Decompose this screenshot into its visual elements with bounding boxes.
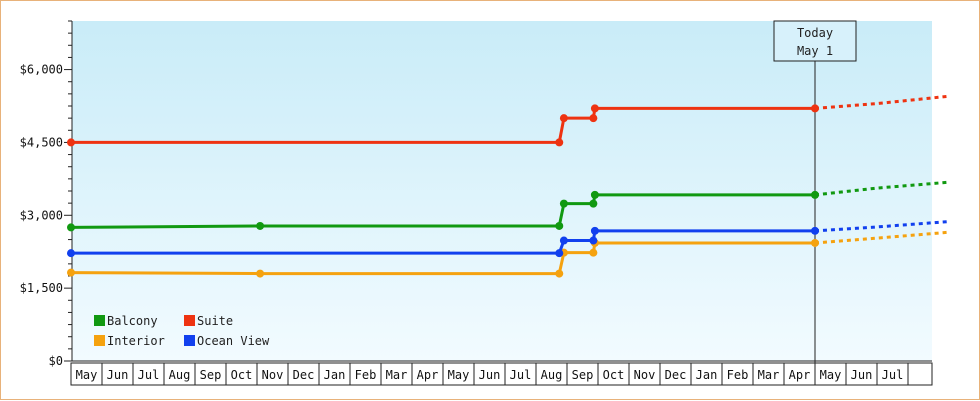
month-label: May (448, 368, 470, 382)
data-point-interior (67, 268, 75, 277)
data-point-balcony (590, 190, 599, 199)
month-label: Jul (882, 368, 904, 382)
data-point-suite (589, 114, 598, 123)
series-line-ocean-view (71, 229, 815, 255)
x-axis: May Jun Jul Aug Sep Oct Nov Dec Jan Feb Mar Apr May J… (70, 360, 933, 386)
data-point-balcony (589, 199, 598, 208)
month-label: Sep (572, 368, 594, 382)
today-box (773, 20, 857, 62)
legend-label-balcony: Balcony (107, 314, 158, 328)
data-point-balcony (559, 199, 568, 208)
legend-label-interior: Interior (107, 334, 165, 348)
data-point-interior (811, 238, 819, 247)
y-tick-label: $1,500 (20, 281, 63, 295)
month-label: Nov (634, 368, 656, 382)
month-label: Apr (417, 368, 439, 382)
month-label: Jul (510, 368, 532, 382)
data-point-suite (555, 138, 564, 147)
today-label: Today (797, 26, 833, 40)
series-layer (67, 94, 949, 278)
month-label: Feb (355, 368, 377, 382)
month-label: Aug (169, 368, 191, 382)
month-label: Jun (479, 368, 501, 382)
data-point-interior (256, 269, 265, 278)
month-label: Jan (696, 368, 718, 382)
data-point-ocean-view (559, 236, 568, 245)
y-tick-label: $0 (49, 354, 63, 368)
legend: Balcony Suite Interior Ocean View (94, 314, 270, 348)
month-label: Dec (665, 368, 687, 382)
data-point-balcony (811, 190, 819, 199)
month-label: Aug (541, 368, 563, 382)
month-label: Mar (758, 368, 780, 382)
legend-swatch-balcony (94, 315, 105, 326)
month-label: Oct (231, 368, 253, 382)
month-label: Mar (386, 368, 408, 382)
y-tick-label: $3,000 (20, 208, 63, 222)
y-tick-label: $4,500 (20, 135, 63, 149)
data-point-ocean-view (590, 226, 599, 235)
data-point-ocean-view (811, 226, 819, 235)
data-point-balcony (256, 221, 265, 230)
data-point-suite (67, 138, 75, 147)
data-point-balcony (555, 221, 564, 230)
data-point-suite (559, 114, 568, 123)
data-point-balcony (67, 223, 75, 232)
legend-swatch-suite (184, 315, 195, 326)
y-tick-label: $6,000 (20, 63, 63, 77)
data-point-interior (555, 269, 564, 278)
series-line-suite (71, 106, 815, 144)
legend-label-suite: Suite (197, 314, 233, 328)
data-point-ocean-view (555, 249, 564, 258)
month-label: May (820, 368, 842, 382)
today-marker: Today May 1 (773, 20, 857, 385)
data-point-interior (589, 248, 598, 257)
plot-background (72, 21, 932, 361)
month-label: Oct (603, 368, 625, 382)
data-point-suite (811, 104, 819, 113)
month-label: Jan (324, 368, 346, 382)
month-label: Apr (789, 368, 811, 382)
data-point-ocean-view (67, 249, 75, 258)
legend-swatch-ocean-view (184, 335, 195, 346)
today-date: May 1 (797, 44, 833, 58)
month-label: Sep (200, 368, 222, 382)
month-label: Nov (262, 368, 284, 382)
month-label: Dec (293, 368, 315, 382)
data-point-ocean-view (589, 236, 598, 245)
month-label: May (76, 368, 98, 382)
month-label: Jun (107, 368, 129, 382)
month-label: Jun (851, 368, 873, 382)
month-label: Feb (727, 368, 749, 382)
month-label: Jul (138, 368, 160, 382)
data-point-suite (590, 104, 599, 113)
legend-label-ocean-view: Ocean View (197, 334, 270, 348)
y-axis: $0 $1,500 $3,000 $4,500 $6,000 (20, 20, 73, 368)
legend-swatch-interior (94, 335, 105, 346)
